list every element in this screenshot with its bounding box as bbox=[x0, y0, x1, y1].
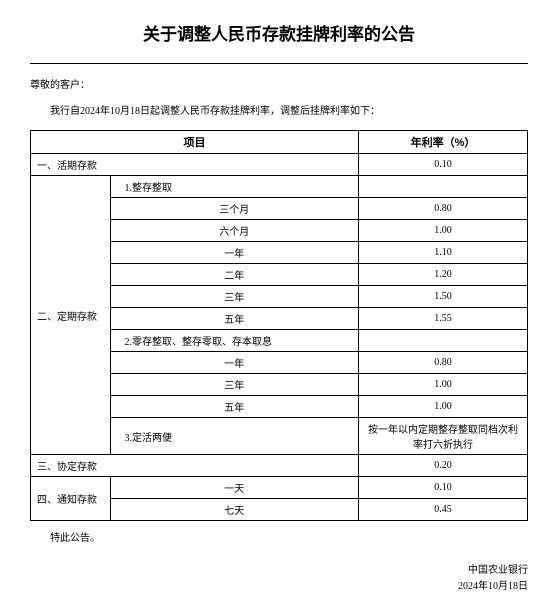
r5y-rate: 1.55 bbox=[359, 308, 528, 330]
r1y-rate: 1.10 bbox=[359, 242, 528, 264]
sub2-rate bbox=[359, 330, 528, 352]
cat3-row: 三、协定存款 0.20 bbox=[31, 455, 528, 477]
s1y-rate: 0.80 bbox=[359, 352, 528, 374]
sub2-label: 2.零存整取、整存零取、存本取息 bbox=[110, 330, 359, 352]
r6m-label: 六个月 bbox=[110, 220, 359, 242]
rate-table: 项目 年利率（%） 一、活期存款 0.10 二、定期存款 1.整存整取 三个月0… bbox=[30, 130, 528, 521]
cat1-row: 一、活期存款 0.10 bbox=[31, 154, 528, 176]
s5y-rate: 1.00 bbox=[359, 396, 528, 418]
r2y-rate: 1.20 bbox=[359, 264, 528, 286]
d7-label: 七天 bbox=[110, 499, 359, 521]
r2y-label: 二年 bbox=[110, 264, 359, 286]
cat2-name: 二、定期存款 bbox=[31, 176, 111, 455]
r6m-rate: 1.00 bbox=[359, 220, 528, 242]
greeting: 尊敬的客户： bbox=[30, 78, 528, 94]
intro-text: 我行自2024年10月18日起调整人民币存款挂牌利率，调整后挂牌利率如下： bbox=[30, 104, 528, 120]
header-row: 项目 年利率（%） bbox=[31, 131, 528, 154]
r3m-label: 三个月 bbox=[110, 198, 359, 220]
s1y-label: 一年 bbox=[110, 352, 359, 374]
cat3-name: 三、协定存款 bbox=[31, 455, 359, 477]
cat3-rate: 0.20 bbox=[359, 455, 528, 477]
page-title: 关于调整人民币存款挂牌利率的公告 bbox=[30, 20, 528, 45]
r5y-label: 五年 bbox=[110, 308, 359, 330]
bank-name: 中国农业银行 bbox=[30, 563, 528, 579]
sub3-note: 按一年以内定期整存整取同档次利率打六折执行 bbox=[359, 418, 528, 455]
d7-rate: 0.45 bbox=[359, 499, 528, 521]
cat1-rate: 0.10 bbox=[359, 154, 528, 176]
d1-rate: 0.10 bbox=[359, 477, 528, 499]
r3y-rate: 1.50 bbox=[359, 286, 528, 308]
r3m-rate: 0.80 bbox=[359, 198, 528, 220]
closing: 特此公告。 bbox=[30, 531, 528, 547]
sub1-row: 二、定期存款 1.整存整取 bbox=[31, 176, 528, 198]
s3y-label: 三年 bbox=[110, 374, 359, 396]
sub1-rate bbox=[359, 176, 528, 198]
announce-date: 2024年10月18日 bbox=[30, 579, 528, 595]
sub3-label: 3.定活两便 bbox=[110, 418, 359, 455]
cat4-name: 四、通知存款 bbox=[31, 477, 111, 521]
d1-label: 一天 bbox=[110, 477, 359, 499]
s5y-label: 五年 bbox=[110, 396, 359, 418]
divider bbox=[30, 63, 528, 64]
sub1-label: 1.整存整取 bbox=[110, 176, 359, 198]
s3y-rate: 1.00 bbox=[359, 374, 528, 396]
r1y-label: 一年 bbox=[110, 242, 359, 264]
r3y-label: 三年 bbox=[110, 286, 359, 308]
cat1-name: 一、活期存款 bbox=[31, 154, 359, 176]
header-rate: 年利率（%） bbox=[359, 131, 528, 154]
header-item: 项目 bbox=[31, 131, 359, 154]
